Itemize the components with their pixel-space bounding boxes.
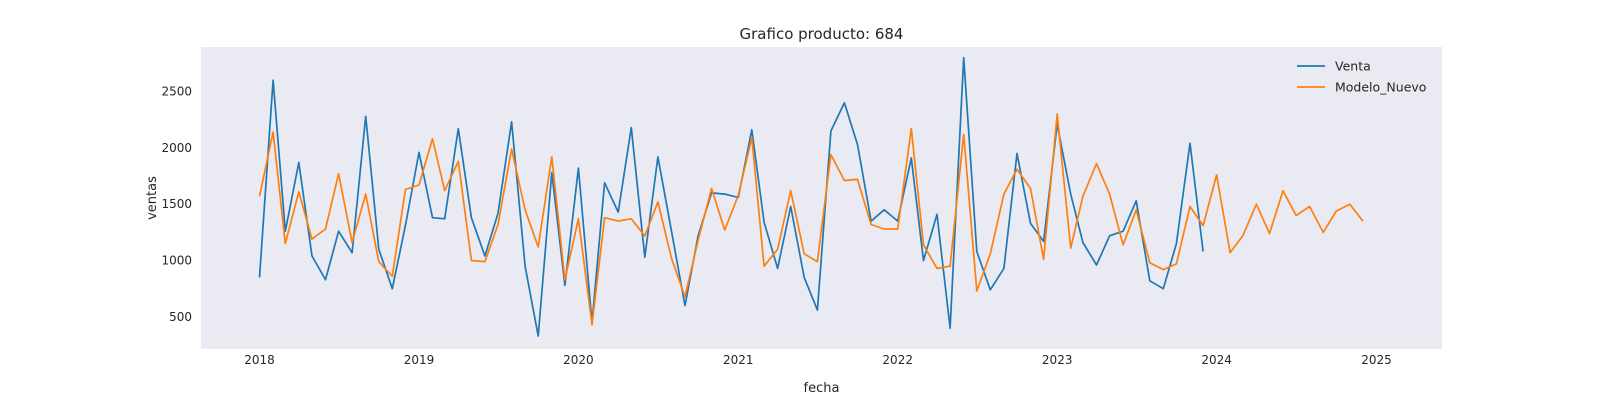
y-tick-label: 1000 [161, 254, 192, 268]
x-tick-label: 2023 [1042, 353, 1073, 367]
y-tick-label: 2000 [161, 141, 192, 155]
legend-label: Venta [1335, 59, 1371, 74]
y-tick-label: 1500 [161, 197, 192, 211]
y-tick-label: 500 [169, 310, 192, 324]
series-layer [258, 56, 1364, 337]
series-line-modelo-nuevo [258, 113, 1364, 326]
x-tick-label: 2024 [1201, 353, 1232, 367]
y-axis-label: ventas [145, 176, 160, 220]
x-tick-label: 2020 [563, 353, 594, 367]
x-tick-label: 2018 [244, 353, 275, 367]
x-tick-label: 2019 [404, 353, 435, 367]
y-axis-ticks: 500 1000 1500 2000 2500 [161, 85, 192, 324]
y-tick-label: 2500 [161, 85, 192, 99]
legend-label: Modelo_Nuevo [1335, 80, 1426, 95]
x-tick-label: 2021 [723, 353, 754, 367]
plot-area [201, 47, 1442, 349]
x-tick-label: 2025 [1361, 353, 1392, 367]
x-tick-label: 2022 [882, 353, 913, 367]
series-line-venta [258, 56, 1204, 337]
chart-title: Grafico producto: 684 [740, 25, 904, 43]
x-axis-ticks: 2018 2019 2020 2021 2022 2023 2024 2025 [244, 353, 1392, 367]
x-axis-label: fecha [804, 381, 840, 396]
legend: Venta Modelo_Nuevo [1297, 59, 1426, 95]
